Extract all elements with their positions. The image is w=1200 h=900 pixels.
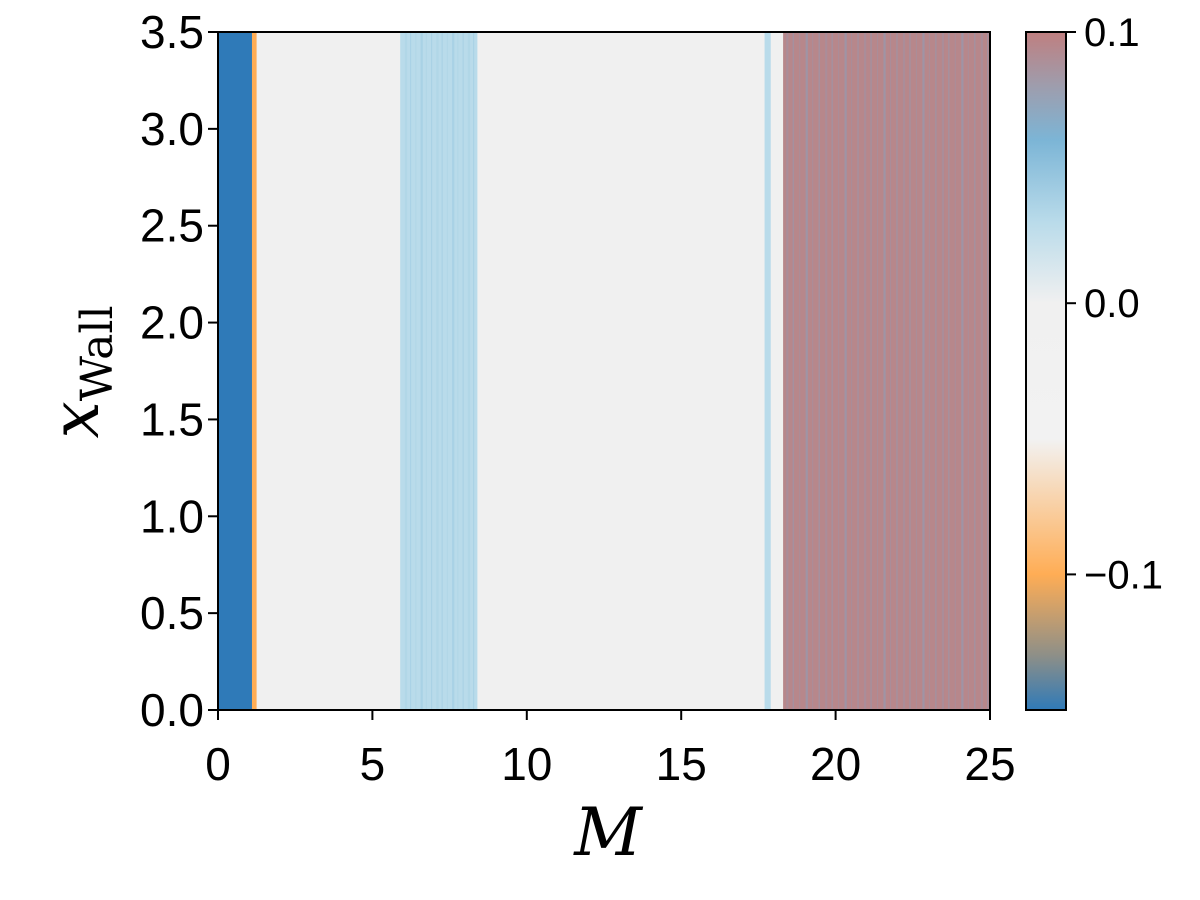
heatmap-stripe (922, 32, 925, 710)
heatmap-stripe (452, 32, 455, 710)
heatmap-stripe (915, 32, 917, 710)
heatmap-stripe (902, 32, 906, 710)
heatmap-stripe (857, 32, 859, 710)
heatmap-stripe (446, 32, 448, 710)
heatmap-stripe (883, 32, 886, 710)
heatmap-stripe (786, 32, 789, 710)
heatmap-stripe (818, 32, 820, 710)
x-axis: 0 5 10 15 20 25 (205, 710, 1016, 790)
heatmap-stripes (404, 32, 989, 710)
heatmap-stripe (799, 32, 801, 710)
heatmap-stripe (870, 32, 872, 710)
heatmap-stripe (410, 32, 412, 710)
y-axis: 0.0 0.5 1.0 1.5 2.0 2.5 3.0 3.5 (140, 6, 218, 736)
y-axis-title-subscript: Wall (72, 305, 123, 401)
heatmap-stripe (961, 32, 964, 710)
heatmap-stripe (980, 32, 983, 710)
y-tick-label: 3.0 (140, 103, 204, 155)
heatmap-stripe (896, 32, 898, 710)
y-tick-label: 0.0 (140, 684, 204, 736)
y-axis-title: xWall (37, 305, 123, 438)
heatmap-stripe (909, 32, 911, 710)
x-tick-label: 5 (360, 738, 386, 790)
colorbar-frame (1025, 31, 1067, 711)
heatmap-band (251, 32, 258, 710)
heatmap-stripe (825, 32, 828, 710)
heatmap-stripe (889, 32, 892, 710)
x-tick-label: 10 (501, 738, 552, 790)
heatmap-stripe (838, 32, 840, 710)
x-axis-title: M (573, 794, 643, 871)
heatmap-stripe (436, 32, 439, 710)
heatmap-stripe (415, 32, 417, 710)
x-tick-label: 20 (810, 738, 861, 790)
colorbar-tick-label: 0.1 (1084, 11, 1140, 55)
heatmap-stripe (864, 32, 867, 710)
heatmap-stripe (805, 32, 808, 710)
heatmap-band (770, 32, 784, 710)
y-tick-label: 1.0 (140, 490, 204, 542)
heatmap-stripe (844, 32, 847, 710)
heatmap-stripe (974, 32, 976, 710)
x-tick-label: 15 (656, 738, 707, 790)
heatmap-stripe (457, 32, 459, 710)
x-tick-label: 25 (964, 738, 1015, 790)
y-tick-label: 3.5 (140, 6, 204, 58)
y-tick-label: 0.5 (140, 587, 204, 639)
heatmap-stripe (420, 32, 423, 710)
heatmap-stripe (928, 32, 930, 710)
heatmap-stripe (462, 32, 464, 710)
heatmap-band (477, 32, 766, 710)
heatmap-stripe (948, 32, 950, 710)
heatmap-stripe (431, 32, 433, 710)
heatmap-stripe (954, 32, 956, 710)
heatmap-stripe (967, 32, 969, 710)
heatmap-band (764, 32, 772, 710)
heatmap-band (783, 32, 990, 710)
heatmap-stripe (467, 32, 471, 710)
y-tick-label: 2.5 (140, 200, 204, 252)
heatmap-stripe (473, 32, 475, 710)
heatmap-stripe (792, 32, 794, 710)
heatmap-stripe (425, 32, 427, 710)
heatmap-stripe (941, 32, 945, 710)
heatmap-band (256, 32, 401, 710)
plot-frame (217, 31, 991, 711)
heatmap-stripe (812, 32, 814, 710)
colorbar-tick-label: 0.0 (1084, 282, 1140, 326)
heatmap-stripe (441, 32, 443, 710)
heatmap-bands (218, 32, 990, 710)
heatmap-band (400, 32, 478, 710)
y-tick-label: 1.5 (140, 393, 204, 445)
colorbar-tick-label: −0.1 (1084, 553, 1163, 597)
colorbar-ticks: 0.1 0.0 −0.1 (1066, 11, 1163, 597)
heatmap-stripe (831, 32, 833, 710)
heatmap-stripe (851, 32, 853, 710)
y-tick-label: 2.0 (140, 297, 204, 349)
colorbar (1026, 32, 1066, 710)
heatmap-stripe (876, 32, 879, 710)
heatmap-stripe (935, 32, 937, 710)
heatmap-stripe (987, 32, 989, 710)
heatmap-stripe (404, 32, 408, 710)
svg-text:xWall: xWall (37, 305, 123, 438)
y-axis-title-main: x (37, 401, 114, 438)
x-tick-label: 0 (205, 738, 231, 790)
heatmap-band (218, 32, 253, 710)
